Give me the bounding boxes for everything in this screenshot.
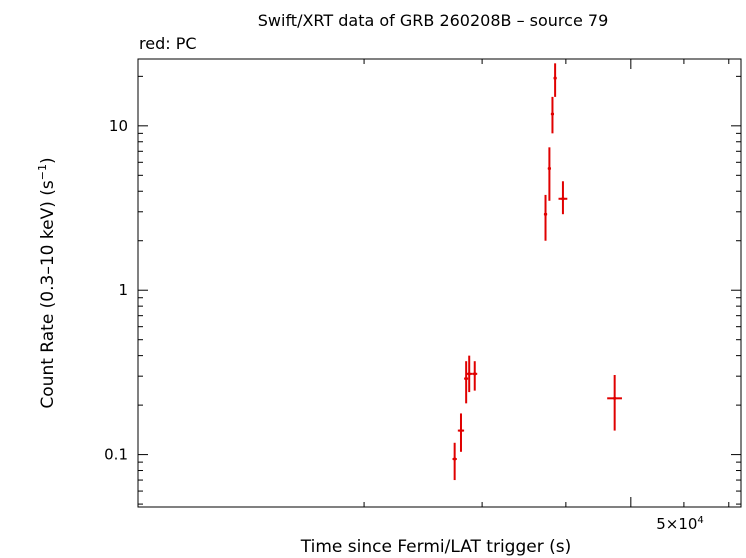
x-axis-label: Time since Fermi/LAT trigger (s)	[300, 537, 571, 557]
x-tick-label-exponent: 4	[697, 515, 703, 526]
chart-subtitle: red: PC	[139, 34, 197, 53]
data-point	[543, 194, 548, 241]
chart-title: Swift/XRT data of GRB 260208B – source 7…	[258, 11, 609, 30]
point-marker	[543, 212, 548, 216]
point-marker	[547, 166, 551, 171]
data-point	[558, 181, 568, 215]
data-point	[547, 147, 551, 201]
y-axis-label: Count Rate (0.3–10 keV) (s−1)	[36, 157, 58, 408]
point-marker	[613, 396, 617, 400]
x-tick-label-50000: 5×104	[656, 515, 704, 533]
point-marker	[464, 376, 468, 381]
data-points	[452, 63, 622, 481]
point-marker	[473, 372, 477, 376]
x-tick-label-mantissa: 5×10	[656, 515, 697, 533]
data-point	[457, 413, 465, 452]
point-marker	[459, 428, 463, 433]
y-tick-label: 10	[109, 117, 128, 135]
point-marker	[453, 457, 457, 461]
plot-frame	[137, 58, 742, 508]
plot-axes	[137, 58, 742, 508]
y-axis-label-main: Count Rate (0.3–10 keV) (s	[38, 180, 58, 408]
point-marker	[561, 197, 565, 201]
data-point	[550, 96, 555, 134]
data-point	[472, 361, 478, 391]
point-marker	[467, 372, 471, 376]
data-point	[466, 355, 473, 393]
y-tick-label: 0.1	[104, 446, 128, 464]
data-point	[452, 442, 457, 481]
data-point	[553, 63, 557, 97]
y-axis-label-exponent: −1	[36, 164, 49, 180]
data-point	[464, 361, 469, 404]
y-tick-label: 1	[118, 281, 128, 299]
y-axis-label-close: )	[38, 157, 58, 164]
axis-ticks: 0.1 1 10	[104, 59, 741, 507]
point-marker	[550, 112, 555, 116]
data-point	[607, 374, 622, 431]
point-marker	[553, 76, 557, 80]
